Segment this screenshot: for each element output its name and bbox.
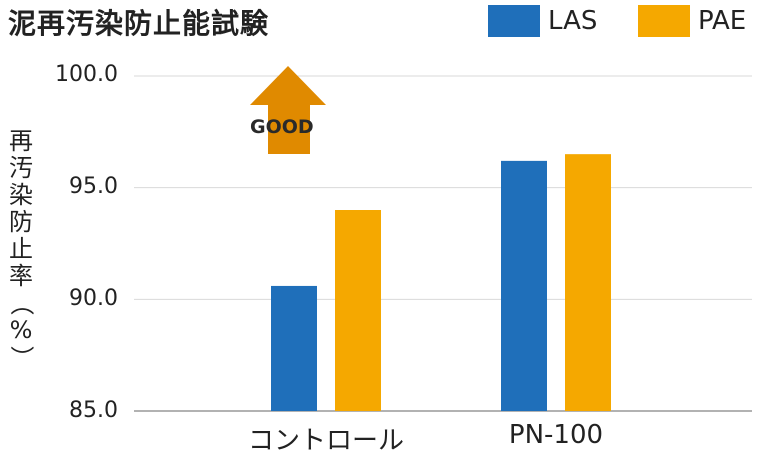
- y-axis-label-char: 汚: [9, 154, 33, 182]
- y-axis-label-char: ）: [7, 345, 36, 370]
- legend-swatch-las: [488, 5, 540, 37]
- chart-title: 泥再汚染防止能試験: [8, 7, 270, 40]
- y-axis-label: 再汚染防止率（%）: [6, 128, 36, 371]
- bar-las-0: [271, 285, 317, 411]
- y-tick-label: 95.0: [69, 174, 118, 199]
- x-tick-label: PN-100: [508, 420, 604, 450]
- y-axis-label-char: （: [7, 291, 36, 316]
- legend-item-las: LAS: [488, 4, 597, 38]
- y-axis-label-char: 防: [9, 208, 33, 236]
- gridlines: [134, 75, 752, 412]
- y-axis-label-char: 率: [9, 262, 33, 290]
- bar-pae-0: [335, 210, 381, 411]
- y-tick-label: 100.0: [55, 62, 118, 87]
- y-axis-label-char: 再: [9, 127, 33, 155]
- bar-pae-1: [565, 154, 611, 411]
- up-arrow-shape: [250, 66, 326, 154]
- y-axis-label-char: %: [9, 316, 33, 344]
- legend-item-pae: PAE: [638, 4, 746, 38]
- y-tick-label: 85.0: [69, 398, 118, 423]
- legend-label-pae: PAE: [698, 6, 747, 36]
- good-arrow-icon: [250, 66, 326, 154]
- y-axis-label-char: 染: [9, 181, 33, 209]
- y-tick-label: 90.0: [69, 286, 118, 311]
- good-label: GOOD: [250, 116, 314, 138]
- bars: [271, 154, 611, 411]
- bar-las-1: [501, 160, 547, 411]
- legend-label-las: LAS: [548, 6, 598, 36]
- x-tick-label: コントロール: [247, 426, 404, 456]
- y-axis-label-char: 止: [9, 235, 33, 263]
- legend-swatch-pae: [638, 5, 690, 37]
